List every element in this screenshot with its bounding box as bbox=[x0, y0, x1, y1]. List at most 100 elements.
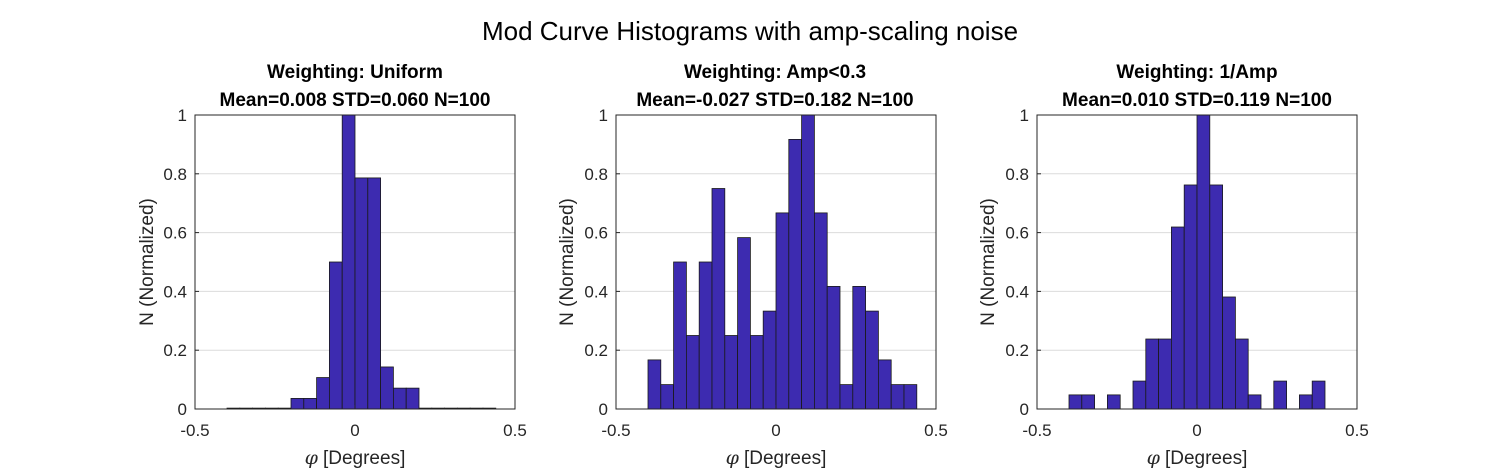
y-tick-label: 0.4 bbox=[584, 282, 608, 301]
histogram-bar bbox=[711, 188, 726, 410]
histogram-bars bbox=[1068, 114, 1326, 410]
histogram-bar bbox=[673, 261, 687, 410]
y-tick-label: 0 bbox=[1020, 400, 1029, 419]
histogram-bar bbox=[1222, 296, 1236, 410]
x-tick-label: 0.5 bbox=[924, 421, 948, 440]
y-tick-labels: 0 0.2 0.4 0.6 0.8 1 bbox=[1005, 106, 1041, 419]
histogram-bar bbox=[328, 261, 343, 410]
y-tick-label: 0.4 bbox=[1005, 282, 1029, 301]
histogram-bar bbox=[1209, 184, 1224, 410]
histogram-bar bbox=[686, 335, 700, 410]
panel-title: Weighting: Amp<0.3 bbox=[684, 62, 866, 83]
y-tick-label: 0.8 bbox=[163, 165, 187, 184]
y-tick-label: 0.2 bbox=[163, 341, 187, 360]
y-axis-label: N (Normalized) bbox=[557, 198, 578, 326]
y-tick-labels: 0 0.2 0.4 0.6 0.8 1 bbox=[163, 106, 199, 419]
histogram-bar bbox=[367, 177, 381, 410]
y-tick-label: 0 bbox=[178, 400, 187, 419]
histogram-bar bbox=[775, 212, 790, 410]
histogram-panel-inverse-amp: Weighting: 1/Amp Mean=0.010 STD=0.119 N=… bbox=[978, 62, 1369, 469]
y-tick-label: 1 bbox=[178, 106, 187, 125]
histogram-bar bbox=[865, 310, 879, 410]
y-tick-label: 0.2 bbox=[1005, 341, 1029, 360]
histogram-bar bbox=[1068, 394, 1083, 410]
histogram-bar bbox=[750, 335, 764, 410]
panel-subtitle: Mean=0.010 STD=0.119 N=100 bbox=[1062, 90, 1332, 111]
histogram-bar bbox=[1311, 380, 1326, 410]
y-tick-label: 0.8 bbox=[1005, 165, 1029, 184]
y-tick-label: 0.6 bbox=[1005, 224, 1029, 243]
histogram-panel-uniform: Weighting: Uniform Mean=0.008 STD=0.060 … bbox=[137, 62, 527, 469]
x-axis-unit: [Degrees] bbox=[744, 448, 826, 469]
histogram-bar bbox=[354, 177, 369, 410]
y-axis-label: N (Normalized) bbox=[137, 198, 158, 326]
panel-title: Weighting: Uniform bbox=[267, 62, 443, 83]
x-tick-label: -0.5 bbox=[180, 421, 209, 440]
histogram-bar bbox=[1171, 226, 1185, 410]
y-tick-label: 1 bbox=[599, 106, 608, 125]
histogram-bar bbox=[1183, 184, 1198, 410]
panel-subtitle: Mean=-0.027 STD=0.182 N=100 bbox=[636, 90, 913, 111]
x-axis-label: φ [Degrees] bbox=[305, 447, 406, 469]
histogram-bar bbox=[1196, 114, 1211, 410]
histogram-bar bbox=[303, 398, 317, 410]
x-tick-label: 0 bbox=[350, 421, 359, 440]
histogram-bar bbox=[814, 212, 828, 410]
histogram-bars bbox=[226, 114, 497, 410]
histogram-bar bbox=[737, 237, 751, 410]
histogram-bar bbox=[660, 384, 674, 410]
histogram-bar bbox=[788, 139, 802, 410]
x-tick-labels: -0.5 0 0.5 bbox=[1022, 405, 1369, 440]
x-tick-label: 0.5 bbox=[503, 421, 527, 440]
histogram-bar bbox=[724, 335, 738, 410]
histogram-bar bbox=[392, 387, 407, 410]
histogram-bar bbox=[762, 310, 777, 410]
y-tick-labels: 0 0.2 0.4 0.6 0.8 1 bbox=[584, 106, 620, 419]
y-tick-label: 0.4 bbox=[163, 282, 187, 301]
histogram-bar bbox=[698, 261, 713, 410]
x-axis-symbol: φ bbox=[305, 447, 319, 469]
figure-title: Mod Curve Histograms with amp-scaling no… bbox=[482, 16, 1018, 46]
histogram-bar bbox=[1145, 338, 1160, 410]
histogram-bar bbox=[1235, 338, 1249, 410]
y-tick-label: 0.6 bbox=[163, 224, 187, 243]
panel-subtitle: Mean=0.008 STD=0.060 N=100 bbox=[220, 90, 491, 111]
x-tick-label: -0.5 bbox=[1022, 421, 1051, 440]
y-tick-label: 0.2 bbox=[584, 341, 608, 360]
histogram-bar bbox=[801, 114, 815, 410]
histogram-bar bbox=[1107, 394, 1121, 410]
x-tick-label: 0.5 bbox=[1345, 421, 1369, 440]
histogram-bar bbox=[341, 114, 356, 410]
histogram-bar bbox=[839, 384, 854, 410]
histogram-bar bbox=[852, 286, 866, 410]
y-axis-label: N (Normalized) bbox=[978, 198, 999, 326]
histogram-bar bbox=[826, 286, 841, 410]
x-axis-unit: [Degrees] bbox=[1165, 448, 1247, 469]
histogram-panel-amp-lt-0.3: Weighting: Amp<0.3 Mean=-0.027 STD=0.182… bbox=[557, 62, 948, 469]
y-tick-label: 0.6 bbox=[584, 224, 608, 243]
histogram-bar bbox=[290, 398, 305, 410]
x-axis-label: φ [Degrees] bbox=[726, 447, 827, 469]
histogram-bars bbox=[647, 114, 918, 410]
x-tick-labels: -0.5 0 0.5 bbox=[180, 405, 527, 440]
histogram-bar bbox=[647, 359, 662, 410]
histogram-bar bbox=[1158, 338, 1172, 410]
histogram-bar bbox=[380, 366, 394, 410]
histogram-bar bbox=[903, 384, 918, 410]
x-axis-unit: [Degrees] bbox=[323, 448, 405, 469]
histogram-bar bbox=[1247, 394, 1262, 410]
x-tick-labels: -0.5 0 0.5 bbox=[601, 405, 948, 440]
histogram-bar bbox=[890, 384, 905, 410]
histogram-bar bbox=[316, 377, 330, 410]
x-axis-symbol: φ bbox=[726, 447, 740, 469]
histogram-bar bbox=[1299, 394, 1313, 410]
histogram-bar bbox=[878, 359, 892, 410]
x-tick-label: 0 bbox=[1192, 421, 1201, 440]
y-tick-label: 0.8 bbox=[584, 165, 608, 184]
histogram-bar bbox=[405, 387, 420, 410]
histogram-bar bbox=[1132, 380, 1147, 410]
x-axis-symbol: φ bbox=[1147, 447, 1161, 469]
histogram-bar bbox=[1081, 394, 1096, 410]
x-tick-label: 0 bbox=[771, 421, 780, 440]
